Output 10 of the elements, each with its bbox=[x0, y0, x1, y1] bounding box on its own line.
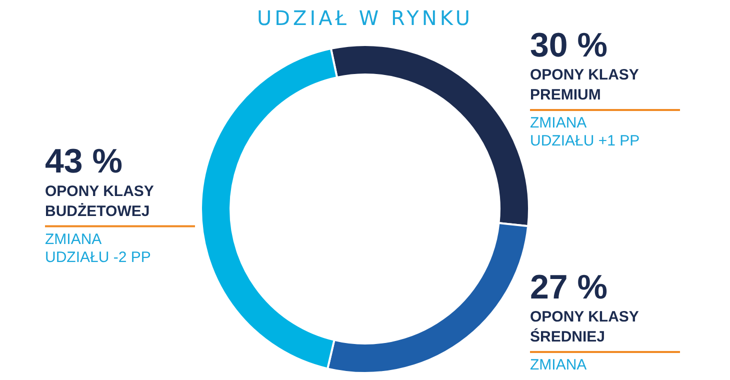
slice-label: OPONY KLASY BUDŻETOWEJ bbox=[45, 182, 154, 220]
text: ZMIANA UDZIAŁU +1 PP bbox=[530, 114, 640, 150]
text: ZMIANA bbox=[530, 356, 587, 374]
data-label: 43 % bbox=[45, 142, 122, 181]
slice-label: OPONY KLASY PREMIUM bbox=[530, 66, 639, 104]
slice-label: OPONY KLASY ŚREDNIEJ bbox=[530, 308, 639, 346]
data-label: 30 % bbox=[530, 26, 608, 64]
data-label: 27 % bbox=[530, 268, 608, 306]
chart-title: UDZIAŁ W RYNKU bbox=[256, 6, 474, 30]
text: ZMIANA UDZIAŁU -2 PP bbox=[45, 230, 151, 266]
